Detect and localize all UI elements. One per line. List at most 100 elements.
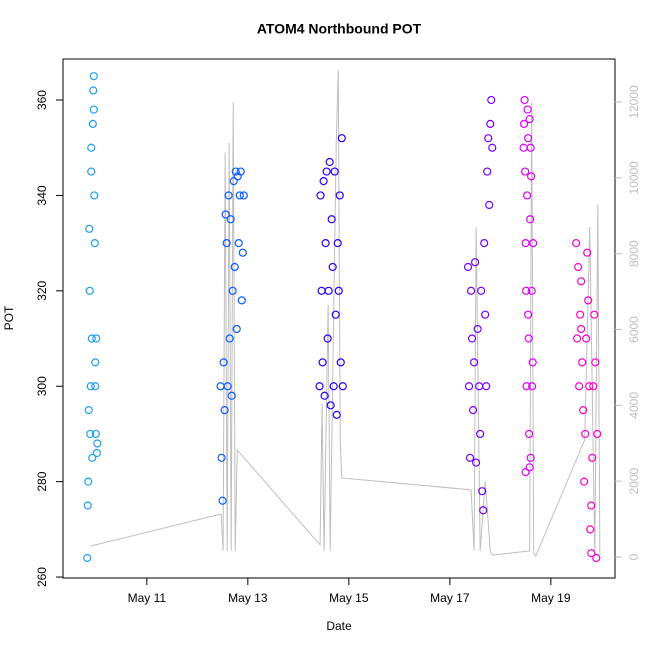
point	[487, 95, 496, 105]
point	[237, 296, 246, 305]
point	[327, 215, 336, 224]
point	[84, 477, 93, 486]
point	[325, 157, 334, 167]
point	[318, 358, 327, 367]
y2-tick-label: 8000	[627, 240, 641, 267]
point	[473, 324, 482, 334]
point	[482, 382, 491, 391]
point	[481, 310, 490, 319]
point	[323, 334, 332, 343]
point	[329, 382, 338, 391]
point	[485, 200, 494, 210]
point	[322, 167, 331, 176]
point	[587, 549, 596, 558]
point	[526, 215, 535, 224]
point	[469, 358, 479, 367]
point	[93, 439, 102, 448]
point	[577, 277, 586, 286]
point	[575, 382, 584, 391]
point	[590, 310, 599, 319]
y2-tick-label: 12000	[627, 85, 641, 119]
point	[523, 105, 532, 114]
point	[586, 525, 595, 534]
point	[217, 453, 226, 462]
y2-tick-label: 6000	[627, 316, 641, 343]
line-series	[90, 70, 601, 558]
point	[478, 487, 487, 496]
point	[238, 248, 247, 257]
point	[334, 286, 343, 295]
point	[528, 358, 537, 367]
point	[479, 506, 488, 515]
point	[484, 134, 493, 143]
x-tick-label: May 13	[228, 591, 268, 605]
point	[321, 239, 330, 248]
point	[326, 401, 335, 410]
point	[85, 286, 94, 295]
chart-title: ATOM4 Northbound POT	[257, 21, 422, 37]
point	[524, 134, 533, 143]
point	[578, 358, 587, 367]
point	[331, 310, 340, 319]
point	[464, 382, 474, 391]
point	[592, 553, 601, 563]
point	[337, 134, 346, 143]
point	[236, 167, 245, 176]
point	[527, 286, 536, 295]
y2-tick-label: 2000	[627, 467, 641, 494]
point	[320, 391, 329, 400]
point	[526, 143, 535, 152]
point	[525, 429, 534, 439]
point	[476, 429, 485, 439]
point	[477, 286, 486, 295]
point	[519, 119, 529, 128]
y2-tick-label: 10000	[627, 161, 641, 195]
y-tick-label: 320	[35, 281, 49, 301]
point	[87, 334, 96, 343]
point	[573, 334, 582, 343]
point	[488, 143, 497, 152]
point	[584, 296, 593, 305]
point	[581, 429, 590, 439]
point	[88, 453, 97, 462]
point	[463, 262, 473, 272]
point	[221, 210, 230, 219]
point	[319, 177, 328, 186]
y-tick-label: 300	[35, 376, 49, 396]
point	[576, 310, 585, 319]
point	[86, 429, 95, 439]
point	[239, 191, 248, 200]
point	[468, 405, 478, 415]
point	[524, 334, 533, 343]
point	[85, 224, 94, 233]
point	[577, 324, 586, 334]
x-tick-label: May 15	[329, 591, 369, 605]
point	[593, 429, 602, 439]
point	[90, 191, 99, 200]
point	[231, 167, 240, 176]
point	[218, 496, 227, 505]
point	[338, 382, 347, 391]
y-tick-label: 260	[35, 567, 49, 587]
point	[526, 453, 535, 462]
point	[219, 358, 228, 367]
point	[574, 262, 583, 272]
point	[467, 334, 477, 343]
point	[91, 429, 100, 439]
point	[92, 448, 101, 458]
point	[230, 262, 239, 272]
point	[335, 191, 344, 200]
point	[87, 167, 96, 176]
point	[465, 453, 475, 462]
point	[521, 167, 530, 176]
point	[572, 239, 581, 248]
point	[91, 358, 100, 367]
point	[220, 405, 229, 415]
point	[472, 458, 481, 467]
point	[336, 358, 345, 367]
point	[579, 405, 588, 415]
y-tick-label: 340	[35, 185, 49, 205]
point	[83, 501, 92, 510]
